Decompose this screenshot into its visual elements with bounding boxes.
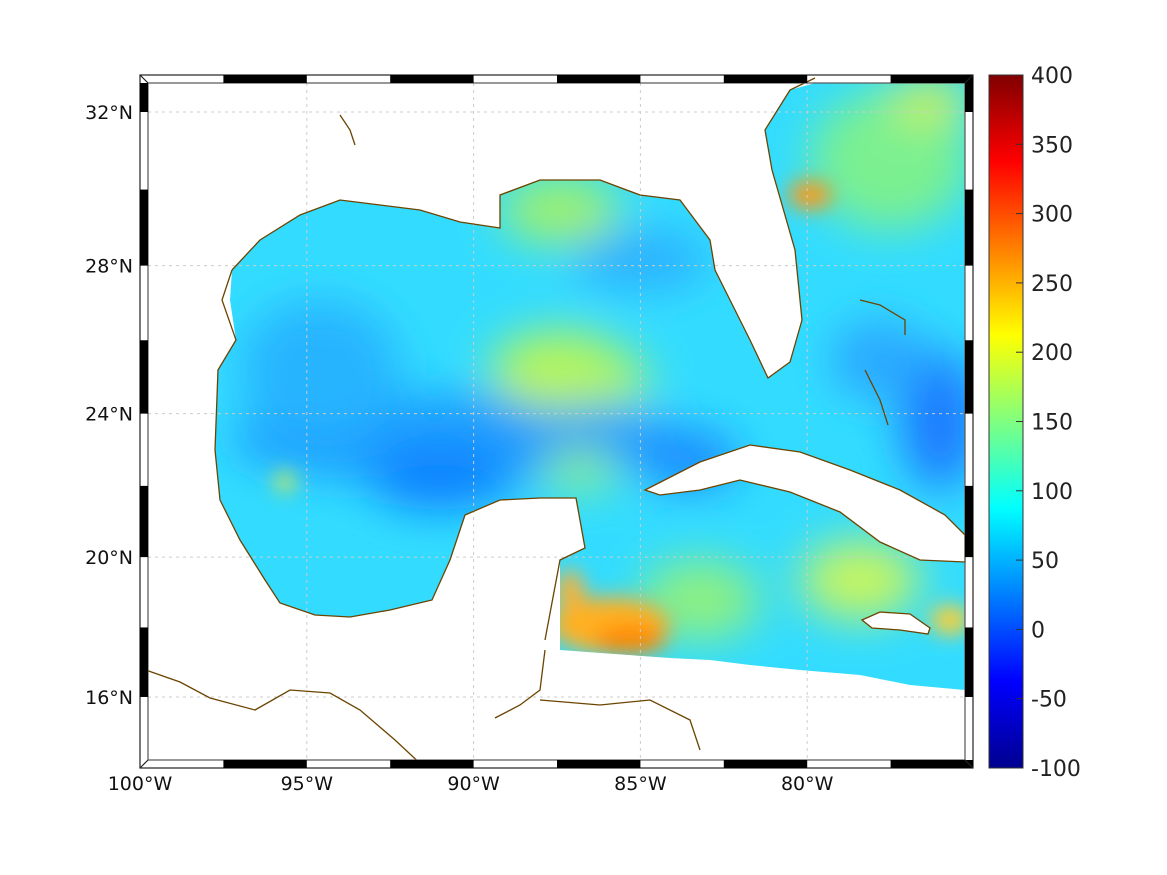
colorbar-tick-label: 50 xyxy=(1031,549,1059,574)
frame-segment xyxy=(140,189,148,266)
colorbar-tick-label: 400 xyxy=(1031,64,1073,89)
map-frame xyxy=(139,74,974,769)
axis-labels: 100°W 95°W 90°W 85°W 80°W 32°N 28°N 24°N 20°N 16°… xyxy=(85,102,834,795)
frame-segment xyxy=(890,760,973,768)
frame-segment xyxy=(965,485,973,558)
lon-tick-label: 100°W xyxy=(108,773,173,795)
jamaica-island xyxy=(860,611,931,635)
frame-segment xyxy=(390,75,474,83)
colorbar-tick-label: -50 xyxy=(1031,688,1067,713)
frame-segment xyxy=(557,75,641,83)
lat-tick-label: 28°N xyxy=(85,256,133,278)
colorbar-tick-label: 200 xyxy=(1031,341,1073,366)
lon-tick-label: 80°W xyxy=(781,773,834,795)
frame-segment xyxy=(965,189,973,266)
lat-tick-label: 20°N xyxy=(85,547,133,569)
frame-segment xyxy=(140,627,148,697)
frame-segment xyxy=(557,760,641,768)
data-field xyxy=(215,83,965,690)
frame-segment xyxy=(965,627,973,697)
colorbar-tick-label: 300 xyxy=(1031,203,1073,228)
lon-tick-label: 85°W xyxy=(614,773,667,795)
frame-segment xyxy=(140,485,148,558)
frame-segment xyxy=(390,760,474,768)
colorbar-tick-label: 100 xyxy=(1031,480,1073,505)
graticule xyxy=(148,83,965,760)
lat-tick-label: 16°N xyxy=(85,687,133,709)
lon-tick-label: 95°W xyxy=(281,773,334,795)
colorbar-tick-label: 350 xyxy=(1031,133,1073,158)
frame-segment xyxy=(890,75,973,83)
frame-segment xyxy=(723,760,808,768)
colorbar-tick-label: -100 xyxy=(1031,757,1081,782)
frame-segment xyxy=(140,340,148,414)
colorbar-tick-label: 0 xyxy=(1031,618,1045,643)
frame-segment xyxy=(965,83,973,112)
frame-segment xyxy=(723,75,808,83)
frame-segment xyxy=(140,83,148,112)
lon-tick-label: 90°W xyxy=(447,773,500,795)
colorbar-tick-label: 250 xyxy=(1031,272,1073,297)
coastlines xyxy=(139,77,966,769)
frame-segment xyxy=(223,75,307,83)
frame-segment xyxy=(965,340,973,414)
frame-segment xyxy=(223,760,307,768)
lat-tick-label: 24°N xyxy=(85,404,133,426)
colorbar-tick-label: 150 xyxy=(1031,411,1073,436)
lat-tick-label: 32°N xyxy=(85,102,133,124)
colorbar-ticks: 400 350 300 250 200 150 100 50 0 -50 -100 xyxy=(1016,64,1081,782)
